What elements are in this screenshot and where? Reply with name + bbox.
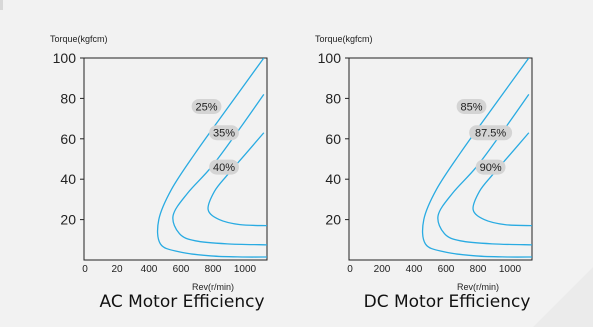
- y-tick-label: 20: [325, 212, 341, 228]
- efficiency-label: 25%: [196, 101, 218, 113]
- x-tick-label: 800: [205, 264, 222, 275]
- y-tick-label: 40: [325, 171, 341, 187]
- plot-frame: [83, 57, 268, 261]
- efficiency-label: 35%: [213, 128, 235, 140]
- y-tick-label: 80: [60, 90, 76, 106]
- efficiency-label: 90%: [480, 162, 502, 174]
- x-tick-label: 800: [470, 264, 487, 275]
- page-fold: [533, 267, 593, 327]
- x-tick-label: 400: [406, 264, 423, 275]
- efficiency-label-pill: [456, 98, 487, 114]
- y-tick-label: 60: [60, 131, 76, 147]
- corner-line: [0, 0, 3, 10]
- plot-frame: [348, 57, 533, 261]
- x-axis-label: Rev(r/min): [192, 282, 234, 292]
- x-tick-label: 400: [141, 264, 158, 275]
- efficiency-label: 85%: [461, 101, 483, 113]
- efficiency-label: 87.5%: [475, 128, 506, 140]
- efficiency-curve: [172, 93, 267, 246]
- x-tick-label: 20: [111, 264, 123, 275]
- efficiency-curve: [472, 132, 532, 227]
- efficiency-curve: [207, 132, 267, 227]
- y-tick-label: 100: [53, 50, 77, 66]
- efficiency-curve: [421, 58, 532, 258]
- x-tick-label: 1000: [234, 264, 257, 275]
- chart-caption: AC Motor Efficiency: [99, 292, 264, 312]
- x-tick-label: 0: [347, 264, 353, 275]
- efficiency-label-pill: [209, 125, 239, 141]
- efficiency-curve: [437, 93, 532, 246]
- efficiency-label-pill: [191, 98, 222, 114]
- efficiency-label-pill: [469, 125, 513, 141]
- y-axis-label: Torque(kgfcm): [50, 34, 108, 44]
- y-tick-label: 40: [60, 171, 76, 187]
- x-tick-label: 0: [82, 264, 88, 275]
- x-tick-label: 600: [438, 264, 455, 275]
- x-tick-label: 200: [374, 264, 391, 275]
- efficiency-label: 40%: [213, 162, 235, 174]
- y-tick-label: 100: [318, 50, 342, 66]
- efficiency-curve: [156, 58, 267, 258]
- efficiency-label-pill: [475, 159, 506, 175]
- y-axis-label: Torque(kgfcm): [315, 34, 373, 44]
- efficiency-label-pill: [209, 159, 239, 175]
- y-tick-label: 20: [60, 212, 76, 228]
- x-tick-label: 600: [173, 264, 190, 275]
- x-tick-label: 1000: [499, 264, 522, 275]
- x-axis-label: Rev(r/min): [457, 282, 499, 292]
- y-tick-label: 80: [325, 90, 341, 106]
- chart-caption: DC Motor Efficiency: [364, 292, 531, 312]
- y-tick-label: 60: [325, 131, 341, 147]
